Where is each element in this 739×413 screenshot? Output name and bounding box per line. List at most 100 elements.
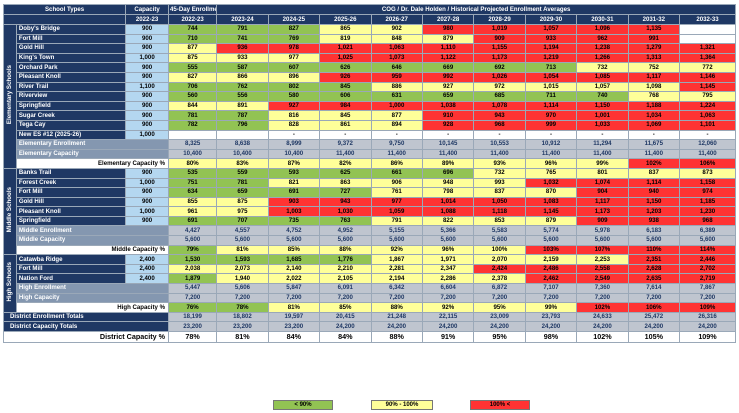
district-capacity-cell: 23,200 xyxy=(216,321,269,332)
enrollment-cell: 1,776 xyxy=(319,254,372,265)
section-percent-row: Middle Capacity % 79% 81% 85% 88% 92% 96% 100% 1… xyxy=(4,244,736,256)
enrollment-cell: 801 xyxy=(576,167,629,179)
section-enrollment-cell: 5,583 xyxy=(473,225,526,237)
enrollment-cell: 978 xyxy=(267,43,321,54)
school-row: Gold Hill 900 855 875 903 943 977 1,014 1,050 1,0… xyxy=(4,196,736,208)
enrollment-cell: 735 xyxy=(267,215,321,227)
enrollment-cell: 968 xyxy=(679,215,736,227)
school-name: Gold Hill xyxy=(15,196,127,208)
section-capacity-cell: 5,600 xyxy=(267,235,321,246)
section-label-text: High Schools xyxy=(5,262,13,302)
school-capacity: 2,400 xyxy=(125,263,170,275)
enrollment-cell: 787 xyxy=(216,110,269,121)
school-capacity: 1,000 xyxy=(125,177,170,189)
section-enrollment-cell: 6,872 xyxy=(473,283,526,294)
school-name: King's Town xyxy=(15,52,127,64)
enrollment-cell: 1,026 xyxy=(473,71,526,83)
enrollment-cell: 879 xyxy=(524,215,578,227)
year-header: 2029-30 xyxy=(524,14,578,25)
section-enrollment-cell: 8,638 xyxy=(216,139,269,150)
school-name: Forest Creek xyxy=(15,177,127,189)
enrollment-cell: 2,105 xyxy=(319,273,372,285)
enrollment-cell: 1,188 xyxy=(627,100,681,112)
section-capacity-cell: 11,400 xyxy=(421,148,475,160)
enrollment-cell: 1,155 xyxy=(473,43,526,54)
enrollment-cell: 2,347 xyxy=(421,263,475,275)
enrollment-cell: 2,022 xyxy=(267,273,321,285)
enrollment-cell: 669 xyxy=(421,62,475,73)
year-header: 2032-33 xyxy=(679,14,736,25)
section-percent-cell: 93% xyxy=(473,158,526,169)
enrollment-cell: 631 xyxy=(370,91,423,102)
enrollment-cell: 948 xyxy=(421,177,475,189)
district-percent-cell: 109% xyxy=(679,331,736,343)
school-row: Elementary Schools Doby's Bridge 900 744 791… xyxy=(3,24,736,169)
school-name: Doby's Bridge xyxy=(15,24,127,35)
enrollment-cell: 1,032 xyxy=(524,177,578,189)
section-label: Middle Schools xyxy=(3,167,17,256)
enrollment-cell: 791 xyxy=(216,24,269,35)
school-name: Banks Trail xyxy=(15,167,127,179)
district-percent-cell: 84% xyxy=(319,331,372,343)
enrollment-cell: 865 xyxy=(319,24,372,35)
school-capacity: 1,100 xyxy=(125,81,170,93)
enrollment-cell: 938 xyxy=(627,215,681,227)
enrollment-cell: 906 xyxy=(370,177,423,189)
enrollment-cell: 713 xyxy=(524,62,578,73)
section-percent-cell: 102% xyxy=(627,158,681,169)
enrollment-cell: 845 xyxy=(319,81,372,93)
section-percent-cell: 79% xyxy=(168,244,218,256)
enrollment-cell: 580 xyxy=(267,91,321,102)
section-enrollment-cell: 10,912 xyxy=(524,139,578,150)
enrollment-cell: 1,098 xyxy=(627,81,681,93)
enrollment-cell: 732 xyxy=(576,62,629,73)
enrollment-cell: 1,173 xyxy=(473,52,526,64)
enrollment-cell: 1,015 xyxy=(524,81,578,93)
district-capacity-cell: 23,200 xyxy=(168,321,218,332)
section-capacity-cell: 11,400 xyxy=(319,148,372,160)
enrollment-cell: 661 xyxy=(370,167,423,179)
enrollment-cell: 1,057 xyxy=(524,24,578,35)
enrollment-cell: 1,940 xyxy=(216,273,269,285)
enrollment-cell: 1,321 xyxy=(679,43,736,54)
enrollment-cell: 763 xyxy=(319,215,372,227)
enrollment-cell: 560 xyxy=(168,91,218,102)
section-percent-cell: 114% xyxy=(679,244,736,256)
section-capacity-cell: 7,200 xyxy=(267,292,321,304)
section-capacity-row: Middle Capacity 5,600 5,600 5,600 5,600 5,600… xyxy=(4,235,736,246)
school-capacity: 2,400 xyxy=(125,254,170,265)
school-capacity: 900 xyxy=(125,62,170,73)
section-percent-cell: 89% xyxy=(421,158,475,169)
section-percent-cell: 92% xyxy=(421,302,475,313)
enrollment-cell: - xyxy=(627,129,681,141)
enrollment-cell: 962 xyxy=(576,33,629,45)
school-name: Tega Cay xyxy=(15,119,127,131)
district-percent-cell: 91% xyxy=(421,331,475,343)
district-enrollment-cell: 24,633 xyxy=(576,311,629,323)
enrollment-cell: 822 xyxy=(421,215,475,227)
district-enrollment-cell: 20,415 xyxy=(319,311,372,323)
section-label: High Schools xyxy=(3,254,17,313)
school-capacity: 900 xyxy=(125,187,170,198)
school-row: Middle Schools Banks Trail 900 535 559 593 625… xyxy=(3,167,736,256)
enrollment-cell: 768 xyxy=(627,91,681,102)
enrollment-cell: - xyxy=(267,129,321,141)
enrollment-cell: 936 xyxy=(216,43,269,54)
enrollment-cell: 1,050 xyxy=(473,196,526,208)
enrollment-cell: 993 xyxy=(473,177,526,189)
enrollment-cell: 861 xyxy=(319,119,372,131)
section-percent-cell: 86% xyxy=(370,158,423,169)
section-capacity-cell: 11,400 xyxy=(370,148,423,160)
school-name: River Trail xyxy=(15,81,127,93)
enrollment-cell: 782 xyxy=(168,119,218,131)
district-capacity-cell: 24,200 xyxy=(319,321,372,332)
enrollment-cell: 2,253 xyxy=(576,254,629,265)
school-row: Riverview 900 560 556 580 606 631 659 685 711 740 7… xyxy=(4,91,736,102)
section-label: Elementary Schools xyxy=(3,24,17,169)
district-capacity-cell: 24,200 xyxy=(421,321,475,332)
section-enrollment-cell: 6,604 xyxy=(421,283,475,294)
enrollment-cell: 1,096 xyxy=(576,24,629,35)
district-capacity-label: District Capacity Totals xyxy=(2,321,170,332)
district-enrollment-cell: 25,472 xyxy=(627,311,681,323)
